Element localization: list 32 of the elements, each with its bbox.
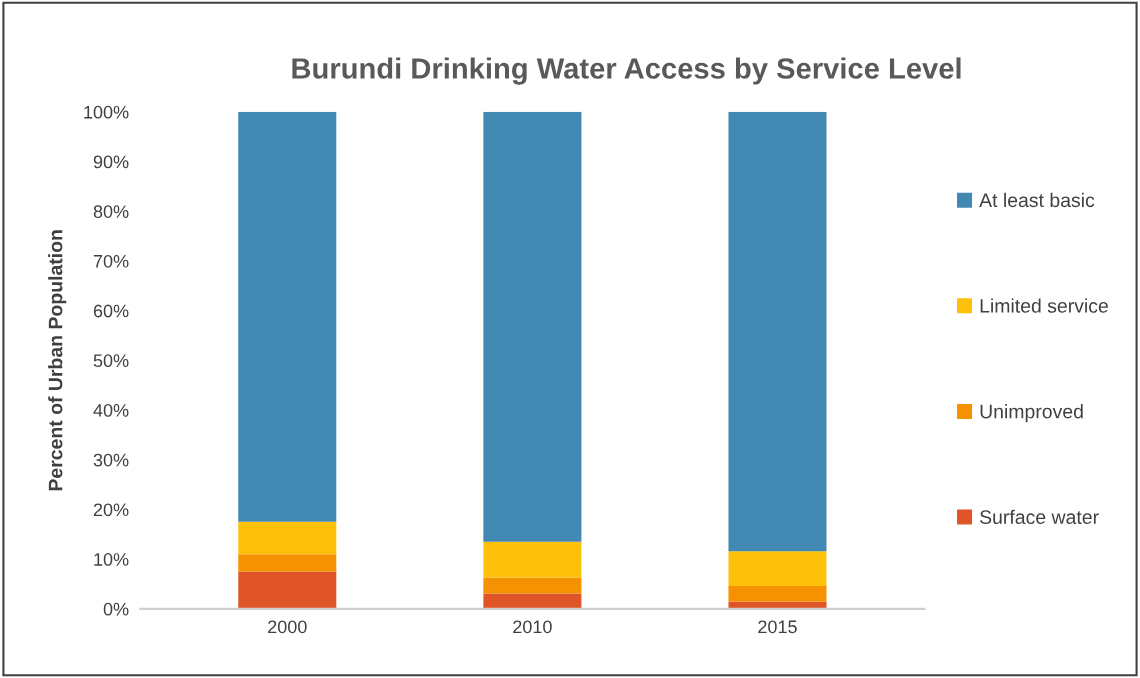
y-tick-label: 70%	[93, 254, 129, 268]
bar	[728, 111, 827, 552]
x-tick-label: 2015	[758, 620, 797, 634]
y-tick-label: 20%	[93, 503, 129, 517]
y-tick-label: 100%	[84, 105, 129, 119]
y-tick-label: 10%	[94, 553, 129, 566]
bar	[728, 551, 827, 586]
bar	[728, 585, 827, 602]
y-axis-title: Percent of Urban Population	[48, 230, 67, 491]
chart-title: Burundi Drinking Water Access by Service Level	[292, 57, 961, 85]
x-tick-label: 2000	[268, 620, 307, 634]
legend-label: Unimproved	[980, 404, 1083, 423]
bar	[238, 571, 337, 609]
bar	[483, 593, 582, 609]
bar	[483, 577, 582, 594]
bar	[238, 521, 337, 555]
y-tick-label: 60%	[93, 304, 129, 318]
legend-label: Limited service	[980, 298, 1108, 313]
y-tick-label: 30%	[93, 453, 129, 467]
x-tick-label: 2010	[513, 620, 552, 634]
y-tick-label: 90%	[93, 155, 129, 169]
y-tick-label: 80%	[93, 205, 129, 218]
bar	[728, 601, 827, 609]
y-tick-label: 0%	[103, 602, 129, 616]
y-tick-label: 40%	[93, 403, 129, 417]
legend-label: At least basic	[979, 192, 1095, 208]
bar	[238, 554, 337, 572]
bar	[483, 111, 582, 542]
y-tick-label: 50%	[93, 354, 129, 368]
bar	[483, 541, 582, 578]
bar	[238, 111, 337, 522]
legend-label: Surface water	[980, 509, 1099, 525]
